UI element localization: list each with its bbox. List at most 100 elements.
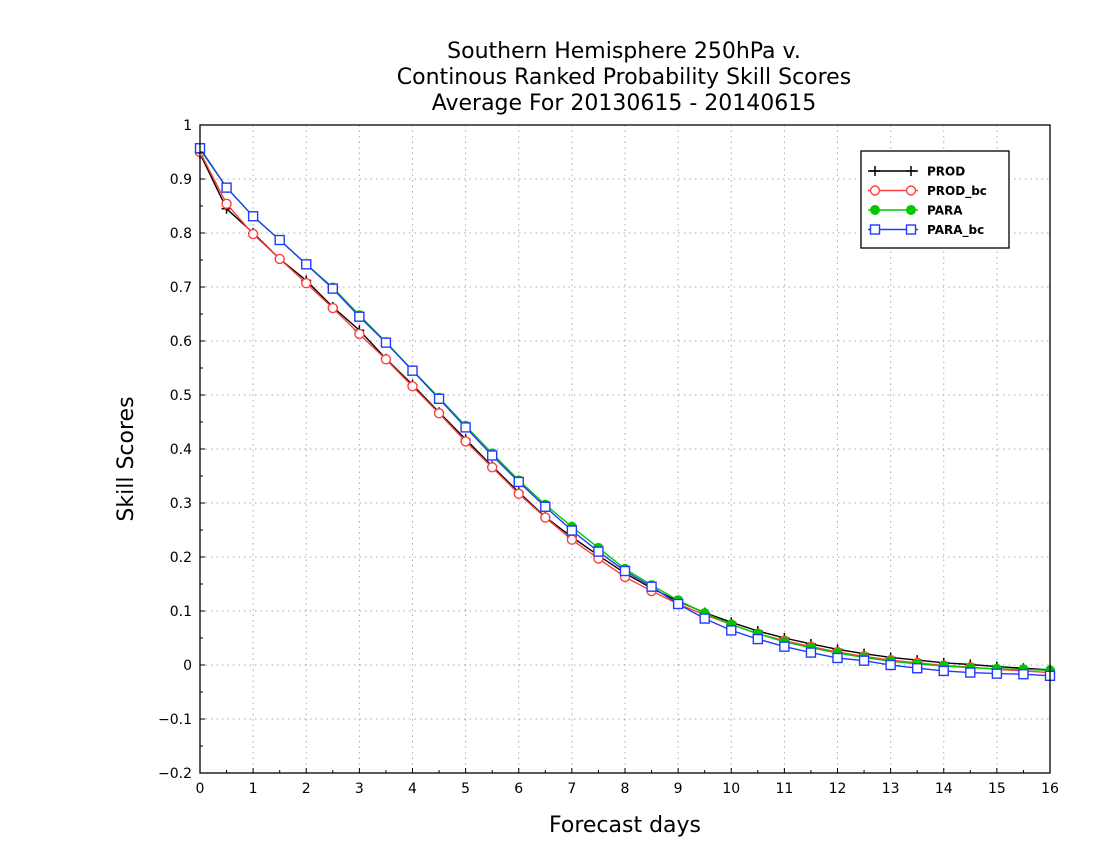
legend-item-prod: PROD bbox=[868, 165, 965, 179]
data-point-para-bc bbox=[938, 665, 949, 677]
data-point-para-bc bbox=[566, 525, 578, 536]
data-point-para-bc bbox=[593, 546, 604, 557]
data-point-para-bc bbox=[619, 565, 631, 577]
x-tick-label: 2 bbox=[302, 781, 311, 797]
title-line-3: Average For 20130615 - 20140615 bbox=[432, 91, 817, 116]
legend-marker bbox=[869, 224, 881, 235]
y-tick-label: −0.2 bbox=[158, 766, 192, 782]
data-point-para-bc bbox=[965, 667, 976, 678]
data-point-prod-bc bbox=[327, 302, 339, 314]
data-point-para-bc bbox=[486, 450, 498, 461]
data-point-para-bc bbox=[1018, 668, 1029, 680]
legend-label: PROD bbox=[927, 165, 965, 179]
data-point-para-bc bbox=[805, 647, 817, 658]
legend-marker bbox=[905, 185, 917, 196]
series-layer bbox=[194, 143, 1056, 681]
legend-item-para: PARA bbox=[868, 204, 963, 218]
data-point-para-bc bbox=[858, 655, 870, 666]
data-point-para-bc bbox=[726, 625, 737, 636]
legend-marker bbox=[870, 166, 880, 176]
legend-marker bbox=[870, 205, 880, 215]
data-point-prod-bc bbox=[247, 228, 259, 240]
data-point-prod-bc bbox=[407, 381, 418, 392]
x-axis: 0 1 2 3 4 5 6 7 8 9 10 11 12 13 14 15 16 bbox=[196, 768, 1059, 797]
data-point-prod-bc bbox=[513, 488, 524, 500]
legend-box bbox=[860, 150, 1010, 249]
data-point-para-bc bbox=[513, 476, 524, 488]
y-tick-label: 0.7 bbox=[170, 280, 192, 296]
x-tick-label: 9 bbox=[674, 781, 683, 797]
data-point-para-bc bbox=[911, 663, 923, 674]
x-tick-label: 7 bbox=[567, 781, 576, 797]
x-tick-label: 13 bbox=[882, 781, 900, 797]
y-axis-title: Skill Scores bbox=[114, 396, 139, 521]
y-tick-label: 0.6 bbox=[170, 334, 192, 350]
y-tick-label: 0.1 bbox=[170, 604, 192, 620]
x-tick-label: 4 bbox=[408, 781, 417, 797]
legend-item-para-bc: PARA_bc bbox=[868, 223, 984, 238]
y-tick-label: 0.2 bbox=[170, 550, 192, 566]
legend-item-prod-bc: PROD_bc bbox=[868, 184, 987, 199]
data-point-para-bc bbox=[672, 598, 684, 610]
legend-marker bbox=[869, 185, 881, 196]
y-tick-label: 0 bbox=[183, 658, 192, 674]
data-point-para-bc bbox=[460, 422, 471, 433]
x-tick-label: 0 bbox=[196, 781, 205, 797]
data-point-para-bc bbox=[779, 641, 790, 652]
data-point-prod-bc bbox=[460, 436, 471, 447]
x-tick-label: 6 bbox=[514, 781, 523, 797]
y-tick-label: 0.8 bbox=[170, 226, 192, 242]
data-point-para-bc bbox=[991, 668, 1003, 679]
x-tick-label: 15 bbox=[988, 781, 1006, 797]
data-point-prod-bc bbox=[540, 512, 551, 523]
data-point-prod-bc bbox=[486, 462, 498, 473]
x-tick-label: 11 bbox=[775, 781, 793, 797]
y-tick-label: −0.1 bbox=[158, 712, 192, 728]
chart-title: Southern Hemisphere 250hPa v. Continous … bbox=[397, 39, 851, 116]
x-tick-label: 5 bbox=[461, 781, 470, 797]
x-tick-label: 8 bbox=[621, 781, 630, 797]
data-point-para-bc bbox=[407, 365, 418, 376]
legend-marker bbox=[906, 205, 916, 215]
data-point-prod-bc bbox=[380, 354, 392, 365]
x-tick-label: 16 bbox=[1041, 781, 1059, 797]
y-tick-label: 0.3 bbox=[170, 496, 192, 512]
title-line-1: Southern Hemisphere 250hPa v. bbox=[447, 39, 801, 64]
data-point-para-bc bbox=[752, 633, 764, 645]
data-point-para-bc bbox=[699, 613, 710, 624]
data-point-prod-bc bbox=[301, 278, 312, 289]
data-point-para-bc bbox=[274, 234, 285, 246]
x-tick-label: 10 bbox=[722, 781, 740, 797]
data-point-para-bc bbox=[646, 581, 657, 592]
data-point-para-bc bbox=[327, 283, 339, 294]
x-tick-label: 12 bbox=[829, 781, 847, 797]
legend: PROD PROD_bc PARA PARA_bc bbox=[860, 150, 1010, 249]
data-point-para-bc bbox=[221, 182, 232, 193]
legend-marker bbox=[905, 224, 917, 235]
y-tick-label: 0.4 bbox=[170, 442, 192, 458]
y-axis: −0.2 −0.1 0 0.1 0.2 0.3 0.4 0.5 0.6 0.7 0.8 0.9 1 bbox=[158, 118, 205, 782]
data-point-para-bc bbox=[433, 393, 445, 404]
legend-label: PARA_bc bbox=[927, 223, 984, 238]
data-point-prod-bc bbox=[274, 253, 285, 265]
data-point-prod-bc bbox=[566, 534, 578, 545]
legend-label: PROD_bc bbox=[927, 184, 987, 199]
data-point-para-bc bbox=[301, 259, 312, 270]
data-point-para-bc bbox=[380, 337, 392, 348]
data-point-para-bc bbox=[832, 652, 843, 664]
x-tick-label: 14 bbox=[935, 781, 953, 797]
x-tick-label: 1 bbox=[249, 781, 258, 797]
data-point-para-bc bbox=[885, 659, 896, 671]
title-line-2: Continous Ranked Probability Skill Score… bbox=[397, 65, 851, 90]
data-point-prod-bc bbox=[433, 408, 445, 419]
x-axis-title: Forecast days bbox=[549, 813, 701, 838]
y-tick-label: 1 bbox=[183, 118, 192, 134]
x-tick-label: 3 bbox=[355, 781, 364, 797]
data-point-para-bc bbox=[247, 211, 259, 222]
legend-marker bbox=[906, 166, 916, 176]
data-point-para-bc bbox=[540, 501, 551, 512]
y-tick-label: 0.5 bbox=[170, 388, 192, 404]
legend-label: PARA bbox=[927, 204, 963, 218]
data-point-prod-bc bbox=[221, 198, 232, 210]
